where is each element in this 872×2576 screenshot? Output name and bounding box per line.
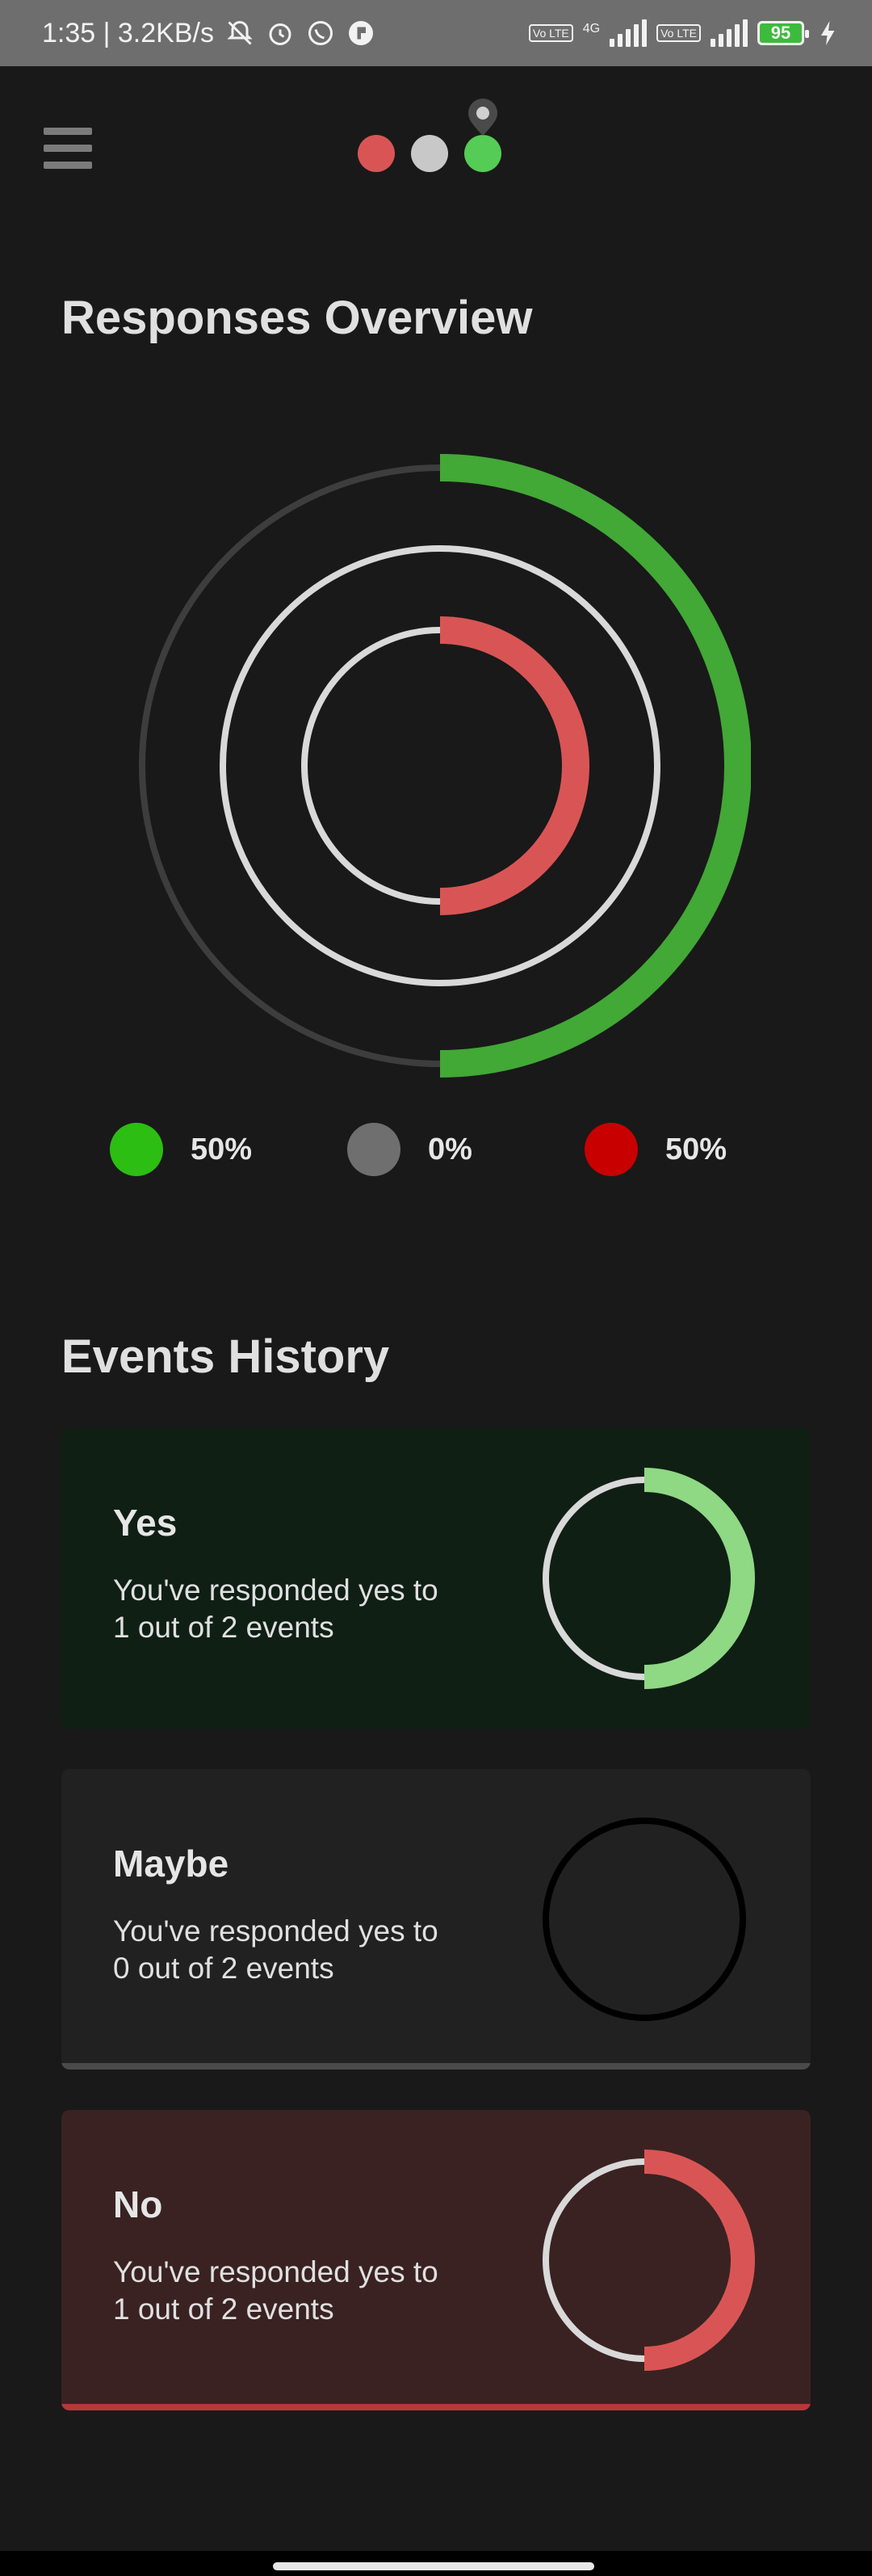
overview-ring-yes-arc bbox=[439, 454, 751, 1078]
card-progress-ring bbox=[543, 1468, 755, 1689]
volte-badge-1: Vo LTE bbox=[528, 24, 573, 42]
signal-icon-1 bbox=[610, 19, 648, 47]
card-progress-ring bbox=[543, 2149, 755, 2371]
legend-item-maybe: 0% bbox=[347, 1123, 472, 1176]
logo-dot-green bbox=[464, 135, 501, 172]
overview-legend: 50% 0% 50% bbox=[0, 1123, 872, 1179]
card-ring-track bbox=[543, 1817, 746, 2021]
logo-dot-grey bbox=[411, 135, 448, 172]
app-logo bbox=[358, 99, 501, 172]
overview-title: Responses Overview bbox=[61, 292, 533, 344]
battery-level: 95 bbox=[770, 23, 791, 43]
history-card-no[interactable]: No You've responded yes to 1 out of 2 ev… bbox=[61, 2110, 811, 2410]
legend-item-no: 50% bbox=[585, 1123, 727, 1176]
menu-button[interactable] bbox=[44, 128, 92, 170]
logo-dot-red bbox=[358, 135, 395, 172]
card-progress-ring bbox=[543, 1817, 746, 2021]
card-description: You've responded yes to 0 out of 2 event… bbox=[113, 1914, 438, 1985]
home-indicator[interactable] bbox=[273, 2562, 594, 2570]
alarm-icon bbox=[269, 23, 291, 45]
overview-ring-no-arc bbox=[439, 616, 589, 915]
legend-value-maybe: 0% bbox=[428, 1132, 472, 1166]
whatsapp-icon bbox=[308, 21, 333, 45]
signal-icon-2 bbox=[711, 19, 748, 47]
overview-ring-maybe-track bbox=[220, 545, 660, 986]
legend-dot-no bbox=[585, 1123, 638, 1176]
legend-item-yes: 50% bbox=[110, 1123, 252, 1176]
card-title: No bbox=[113, 2183, 163, 2225]
app-notification-icon bbox=[348, 21, 373, 45]
legend-dot-maybe bbox=[347, 1123, 400, 1176]
charging-icon bbox=[821, 21, 835, 45]
mute-bell-icon bbox=[227, 20, 253, 45]
card-ring-arc bbox=[644, 1468, 755, 1689]
history-title: Events History bbox=[61, 1330, 390, 1383]
legend-dot-yes bbox=[110, 1123, 163, 1176]
status-time-speed: 1:35 | 3.2KB/s bbox=[42, 17, 214, 48]
history-card-maybe[interactable]: Maybe You've responded yes to 0 out of 2… bbox=[61, 1769, 811, 2070]
status-bar: 1:35 | 3.2KB/s Vo LTE 4G Vo LTE 95 bbox=[0, 0, 872, 66]
battery-icon: 95 bbox=[757, 21, 809, 45]
legend-value-yes: 50% bbox=[191, 1132, 253, 1166]
card-bottom-bar bbox=[61, 2404, 811, 2410]
volte-badge-2: Vo LTE bbox=[656, 24, 701, 42]
card-title: Yes bbox=[113, 1502, 178, 1544]
network-type: 4G bbox=[582, 22, 601, 36]
card-title: Maybe bbox=[113, 1843, 229, 1885]
responses-overview-chart bbox=[139, 454, 751, 1078]
legend-value-no: 50% bbox=[665, 1132, 727, 1166]
card-bottom-bar bbox=[61, 1722, 811, 1729]
history-card-yes[interactable]: Yes You've responded yes to 1 out of 2 e… bbox=[61, 1428, 811, 1729]
card-ring-arc bbox=[644, 2149, 755, 2371]
card-description: You've responded yes to 1 out of 2 event… bbox=[113, 1574, 438, 1644]
card-description: You've responded yes to 1 out of 2 event… bbox=[113, 2255, 438, 2326]
card-bottom-bar bbox=[61, 2063, 811, 2070]
